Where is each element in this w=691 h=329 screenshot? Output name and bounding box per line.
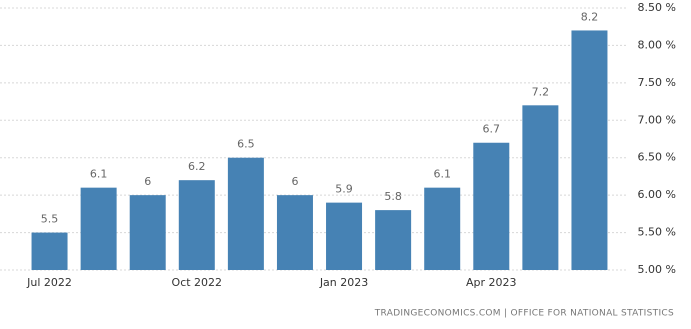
- bar: [178, 180, 215, 270]
- x-tick-label: Jan 2023: [319, 276, 368, 289]
- bar: [276, 195, 313, 270]
- bar: [473, 142, 510, 270]
- value-label: 5.8: [384, 190, 402, 203]
- value-label: 8.2: [581, 10, 599, 23]
- value-label: 6.1: [433, 168, 451, 181]
- y-tick-label: 6.50 %: [638, 151, 676, 164]
- x-tick-label: Oct 2022: [172, 276, 223, 289]
- bar: [227, 157, 264, 270]
- value-label: 6.7: [483, 123, 501, 136]
- bar: [80, 187, 117, 270]
- y-tick-label: 5.50 %: [638, 226, 676, 239]
- bar: [571, 30, 608, 271]
- x-tick-label: Jul 2022: [26, 276, 72, 289]
- y-tick-label: 7.00 %: [638, 113, 676, 126]
- value-label: 6.5: [237, 138, 255, 151]
- value-label: 6.1: [90, 168, 108, 181]
- y-tick-label: 8.00 %: [638, 38, 676, 51]
- value-label: 5.9: [335, 183, 353, 196]
- bar: [326, 202, 363, 270]
- value-label: 7.2: [532, 85, 550, 98]
- value-label: 5.5: [41, 213, 59, 226]
- y-tick-label: 8.50 %: [638, 1, 676, 14]
- bar: [375, 210, 412, 270]
- value-label: 6: [144, 175, 151, 188]
- bar: [522, 105, 559, 270]
- bar: [424, 187, 461, 270]
- y-tick-label: 6.00 %: [638, 188, 676, 201]
- bar: [129, 195, 166, 270]
- source: TRADINGECONOMICS.COM | OFFICE FOR NATION…: [374, 309, 674, 319]
- y-tick-label: 5.00 %: [638, 263, 676, 276]
- x-tick-label: Apr 2023: [466, 276, 517, 289]
- value-label: 6.2: [188, 160, 206, 173]
- value-label: 6: [291, 175, 298, 188]
- bar: [31, 232, 68, 270]
- y-tick-label: 7.50 %: [638, 76, 676, 89]
